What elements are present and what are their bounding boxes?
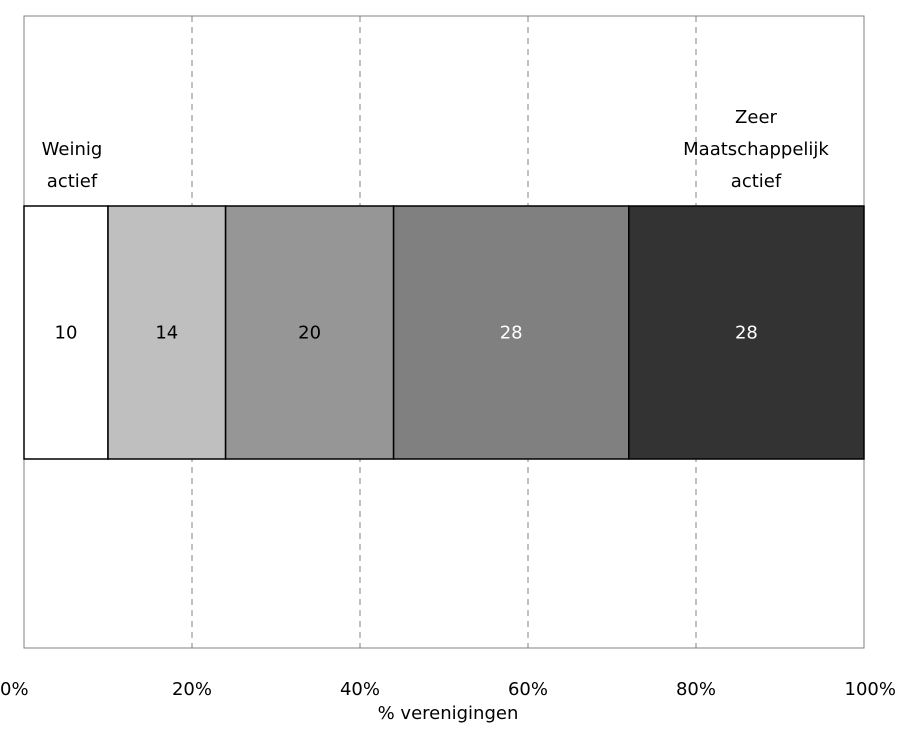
annotation-1-line-2: actief bbox=[731, 171, 782, 192]
bar-value-label-1: 14 bbox=[155, 323, 178, 344]
annotation-1-line-0: Zeer bbox=[735, 107, 777, 128]
x-axis-ticks: 0% 20% 40% 60% 80% 100% bbox=[0, 679, 896, 700]
bar-segment-0 bbox=[23, 205, 109, 460]
bar-segment-2 bbox=[224, 205, 395, 460]
x-axis-title: % verenigingen bbox=[378, 703, 519, 724]
bar-labels: 10 14 20 28 28 bbox=[55, 323, 758, 344]
x-tick-label-5: 100% bbox=[845, 679, 896, 700]
x-tick-label-0: 0% bbox=[0, 679, 29, 700]
bar-value-label-3: 28 bbox=[500, 323, 523, 344]
bar-value-label-2: 20 bbox=[298, 323, 321, 344]
x-tick-label-1: 20% bbox=[172, 679, 212, 700]
stacked-bar bbox=[23, 205, 865, 460]
annotation-0-line-1: actief bbox=[47, 171, 98, 192]
bar-value-label-4: 28 bbox=[735, 323, 758, 344]
annotation-0-line-0: Weinig bbox=[42, 139, 103, 160]
x-tick-label-4: 80% bbox=[676, 679, 716, 700]
annotation-1-line-1: Maatschappelijk bbox=[683, 139, 829, 160]
annotations: Weinig actief Zeer Maatschappelijk actief bbox=[42, 107, 830, 192]
x-tick-label-3: 60% bbox=[508, 679, 548, 700]
bar-segment-3 bbox=[392, 205, 630, 460]
x-tick-label-2: 40% bbox=[340, 679, 380, 700]
bar-segment-1 bbox=[107, 205, 227, 460]
bar-value-label-0: 10 bbox=[55, 323, 78, 344]
bar-segment-4 bbox=[628, 205, 865, 460]
